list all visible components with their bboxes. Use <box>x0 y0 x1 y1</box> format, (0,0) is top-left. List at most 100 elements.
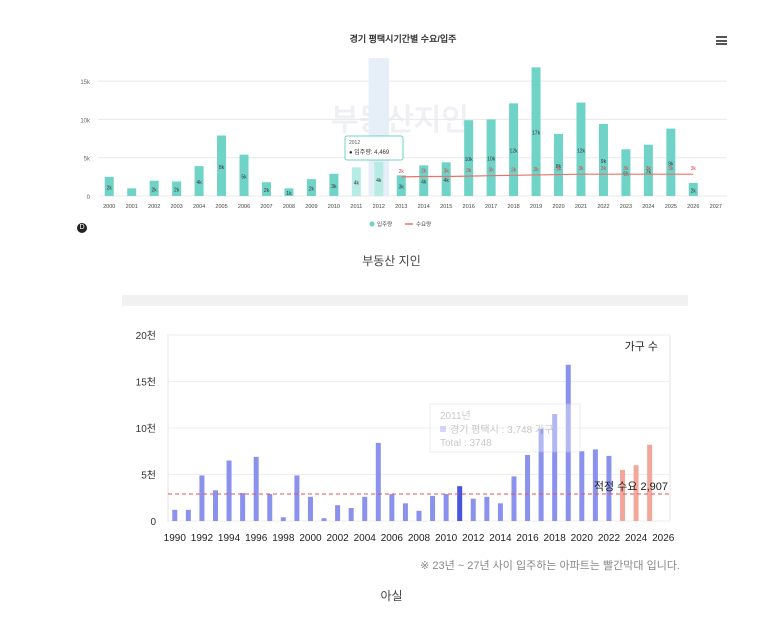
bar-move-in <box>306 179 316 196</box>
x-tick-label: 2025 <box>665 204 677 210</box>
legend-note: ※ 23년 ~ 27년 사이 입주하는 아파트는 빨간막대 입니다. <box>420 560 680 572</box>
bar-households <box>565 364 571 521</box>
bar-move-in <box>598 124 608 196</box>
x-tick-label: 2004 <box>354 533 377 544</box>
bar-value-label: 4k <box>444 178 450 184</box>
bar-households <box>443 494 449 521</box>
tooltip-swatch <box>440 426 446 432</box>
legend-label-demand: 수요량 <box>416 221 431 228</box>
bar-move-in <box>396 175 406 196</box>
x-tick-label: 2012 <box>373 204 385 210</box>
tooltip-title: 2011년 <box>440 410 471 422</box>
x-tick-label: 1992 <box>191 533 214 544</box>
bar-move-in <box>643 144 653 196</box>
watermark-text: 부동산지인 <box>331 104 469 137</box>
bar-move-in <box>149 180 159 196</box>
x-tick-label: 2017 <box>485 204 497 210</box>
bar-value-label: 12k <box>510 149 519 155</box>
caption-chart2: 아실 <box>380 589 403 603</box>
demand-value-label: 3k <box>668 166 674 172</box>
bar-households <box>267 494 273 521</box>
bar-value-label: 1k <box>286 191 292 197</box>
x-tick-label: 2018 <box>507 204 519 210</box>
y-tick-label: 15k <box>80 80 91 86</box>
tooltip-line: 경기 평택시 : 3,748 가구 <box>450 423 553 436</box>
bar-value-label: 4k <box>354 181 360 187</box>
x-tick-label: 2024 <box>625 533 648 544</box>
bar-move-in <box>509 103 519 196</box>
tooltip-box <box>429 403 581 453</box>
x-tick-label: 2020 <box>571 533 594 544</box>
x-tick-label: 2003 <box>171 204 183 210</box>
x-tick-label: 2009 <box>305 204 317 210</box>
demand-value-label: 2k <box>399 169 405 175</box>
x-tick-label: 2027 <box>710 204 722 210</box>
bar-move-in <box>127 188 137 196</box>
x-tick-label: 2012 <box>462 533 485 544</box>
badge-icon: D <box>77 223 87 233</box>
gray-strip <box>122 295 688 306</box>
bar-move-in <box>688 182 698 196</box>
bar-value-label: 2k <box>152 187 158 193</box>
tooltip-box <box>344 135 404 161</box>
bar-households <box>172 509 178 521</box>
bar-value-label: 4k <box>376 178 382 184</box>
bar-households <box>362 496 368 521</box>
x-tick-label: 2011 <box>350 204 362 210</box>
bar-households <box>294 475 300 521</box>
demand-value-label: 3k <box>533 167 539 173</box>
series-legend-label: 가구 수 <box>625 340 658 353</box>
x-tick-label: 1996 <box>245 533 268 544</box>
bar-households <box>470 498 476 521</box>
bar-value-label: 10k <box>465 157 474 163</box>
bar-households <box>525 454 531 521</box>
x-tick-label: 2014 <box>489 533 512 544</box>
menu-icon[interactable] <box>716 36 727 45</box>
bar-move-in <box>172 181 182 196</box>
bar-households <box>199 475 205 521</box>
x-tick-label: 2006 <box>238 204 250 210</box>
bar-households <box>280 517 286 521</box>
x-tick-label: 2023 <box>620 204 632 210</box>
bar-households <box>240 493 246 521</box>
demand-value-label: 3k <box>646 166 652 172</box>
x-tick-label: 2002 <box>326 533 349 544</box>
bar-value-label: 3k <box>399 185 405 191</box>
bar-move-in <box>576 102 586 196</box>
bar-move-in <box>419 165 429 196</box>
y-tick-label: 10천 <box>136 423 156 435</box>
bar-move-in <box>239 154 249 196</box>
bar-move-in <box>621 149 631 196</box>
bar-households <box>606 455 612 521</box>
highlight-band <box>368 58 390 196</box>
bar-value-label: 2k <box>309 187 315 193</box>
bar-move-in <box>464 120 474 196</box>
bar-households <box>430 495 436 521</box>
bar-households <box>552 414 558 521</box>
x-tick-label: 2022 <box>598 533 621 544</box>
demand-value-label: 2k <box>421 168 427 174</box>
demand-value-label: 3k <box>511 167 517 173</box>
bar-value-label: 12k <box>577 148 586 154</box>
bar-value-label: 5k <box>241 174 247 180</box>
bar-households <box>579 451 585 521</box>
bar-households <box>402 503 408 521</box>
bar-households <box>592 449 598 521</box>
bar-value-label: 9k <box>601 159 607 165</box>
bar-value-label: 8k <box>219 165 225 171</box>
bar-move-in <box>261 182 271 196</box>
bar-households <box>620 469 626 521</box>
x-tick-label: 2018 <box>544 533 567 544</box>
tooltip-year: 2012 <box>349 140 360 146</box>
bar-value-label: 7k <box>646 169 652 175</box>
bar-value-label: 4k <box>421 180 427 186</box>
y-tick-label: 10k <box>80 118 91 124</box>
x-tick-label: 2000 <box>299 533 322 544</box>
bar-value-label: 2k <box>107 185 113 191</box>
bar-move-in <box>531 67 541 196</box>
bar-move-in <box>486 119 496 196</box>
bar-value-label: 2k <box>264 188 270 194</box>
